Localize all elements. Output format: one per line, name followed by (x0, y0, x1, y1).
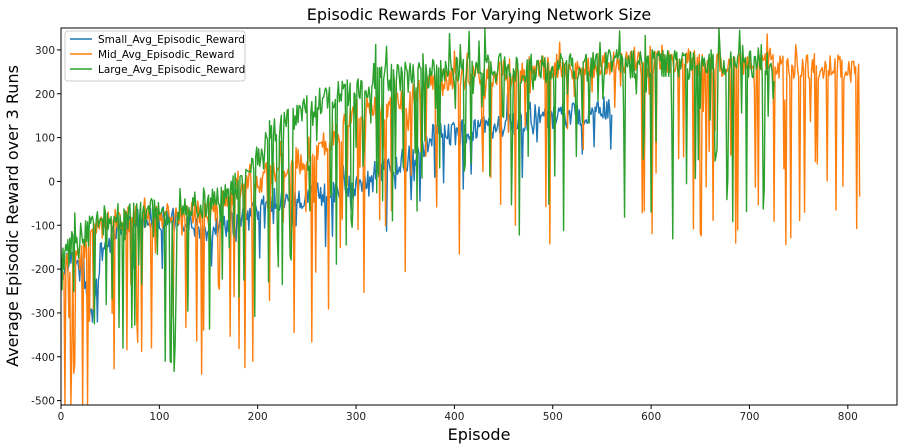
y-tick-label: -500 (31, 396, 55, 408)
y-tick-label: 300 (35, 45, 55, 57)
x-tick-label: 300 (346, 411, 366, 423)
x-axis-label: Episode (448, 425, 511, 444)
legend-label: Small_Avg_Episodic_Reward (98, 34, 245, 46)
y-tick-label: 100 (35, 133, 55, 145)
y-tick-label: -200 (31, 264, 55, 276)
y-tick-label: 0 (48, 176, 55, 188)
x-tick-label: 100 (149, 411, 169, 423)
x-tick-label: 800 (838, 411, 858, 423)
legend-label: Large_Avg_Episodic_Reward (98, 64, 245, 76)
x-tick-label: 700 (739, 411, 759, 423)
y-tick-label: 200 (35, 89, 55, 101)
y-tick-label: -100 (31, 220, 55, 232)
y-tick-label: -400 (31, 352, 55, 364)
y-axis-label: Average Episodic Reward over 3 Runs (3, 65, 22, 367)
y-axis: -500 -400 -300 -200 -100 0 100 200 300 (31, 45, 61, 408)
plot-frame (60, 27, 898, 406)
x-tick-label: 200 (248, 411, 268, 423)
series-line-large-avg-episodic-reward (61, 28, 775, 373)
y-tick-label: -300 (31, 308, 55, 320)
x-tick-label: 0 (58, 411, 65, 423)
x-tick-label: 600 (641, 411, 661, 423)
chart-title: Episodic Rewards For Varying Network Siz… (307, 5, 652, 24)
legend: Small_Avg_Episodic_Reward Mid_Avg_Episodi… (64, 30, 246, 82)
x-tick-label: 400 (444, 411, 464, 423)
series-layer (61, 28, 861, 405)
legend-label: Mid_Avg_Episodic_Reward (98, 49, 234, 61)
legend-box (64, 30, 246, 82)
x-axis: 0 100 200 300 400 500 600 700 800 (58, 405, 858, 423)
x-tick-label: 500 (543, 411, 563, 423)
